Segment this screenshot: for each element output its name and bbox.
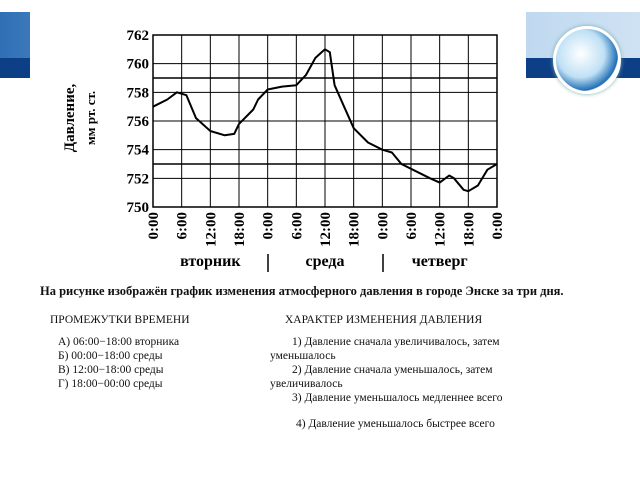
x-tick-label: 18:00	[232, 212, 248, 247]
y-tick-label: 760	[127, 57, 150, 73]
x-tick-label: 0:00	[375, 212, 391, 240]
left-item: В) 12:00−18:00 среды	[58, 364, 164, 376]
chart-panel	[30, 0, 526, 276]
x-tick-label: 0:00	[146, 212, 162, 240]
left-item: Б) 00:00−18:00 среды	[58, 350, 163, 362]
y-tick-label: 756	[127, 114, 150, 130]
x-tick-label: 6:00	[404, 212, 420, 240]
intro-text: На рисунке изображён график изменения ат…	[40, 284, 564, 298]
y-tick-label: 758	[127, 85, 150, 101]
x-tick-label: 12:00	[203, 212, 219, 247]
x-tick-label: 6:00	[175, 212, 191, 240]
chart: Давление, мм рт. ст. 750 752 754 756 758 760 7…	[62, 28, 506, 272]
right-item: 3) Давление уменьшалось медленнее всего	[292, 392, 503, 404]
right-item: 4) Давление уменьшалось быстрее всего	[296, 418, 495, 430]
pressure-line	[152, 48, 498, 193]
y-tick-label: 754	[127, 143, 150, 159]
plot-frame	[152, 34, 498, 208]
day-label: вторник	[180, 253, 241, 270]
x-tick-label: 0:00	[261, 212, 277, 240]
x-tick-label: 12:00	[318, 212, 334, 247]
right-list: 1) Давление сначала увеличивалось, затем…	[270, 335, 540, 431]
day-label: среда	[306, 253, 345, 270]
right-item: 2) Давление сначала уменьшалось, затем у…	[270, 364, 493, 390]
left-list: А) 06:00−18:00 вторника Б) 00:00−18:00 с…	[58, 335, 179, 391]
globe-logo	[553, 26, 621, 94]
x-tick-label: 0:00	[490, 212, 506, 240]
right-item: 1) Давление сначала увеличивалось, затем…	[270, 336, 500, 362]
x-tick-label: 18:00	[347, 212, 363, 247]
left-item: Г) 18:00−00:00 среды	[58, 378, 163, 390]
y-tick-label: 752	[127, 171, 150, 187]
x-tick-label: 6:00	[289, 212, 305, 240]
x-tick-label: 12:00	[433, 212, 449, 247]
left-item: А) 06:00−18:00 вторника	[58, 336, 180, 348]
y-tick-label: 750	[127, 200, 150, 216]
right-header: ХАРАКТЕР ИЗМЕНЕНИЯ ДАВЛЕНИЯ	[285, 314, 483, 326]
x-tick-label: 18:00	[461, 212, 477, 247]
left-header: ПРОМЕЖУТКИ ВРЕМЕНИ	[50, 314, 190, 326]
y-axis-label: Давление,	[62, 84, 78, 153]
y-axis-label: мм рт. ст.	[83, 91, 98, 145]
day-label: четверг	[412, 253, 468, 270]
y-tick-label: 762	[127, 28, 150, 44]
